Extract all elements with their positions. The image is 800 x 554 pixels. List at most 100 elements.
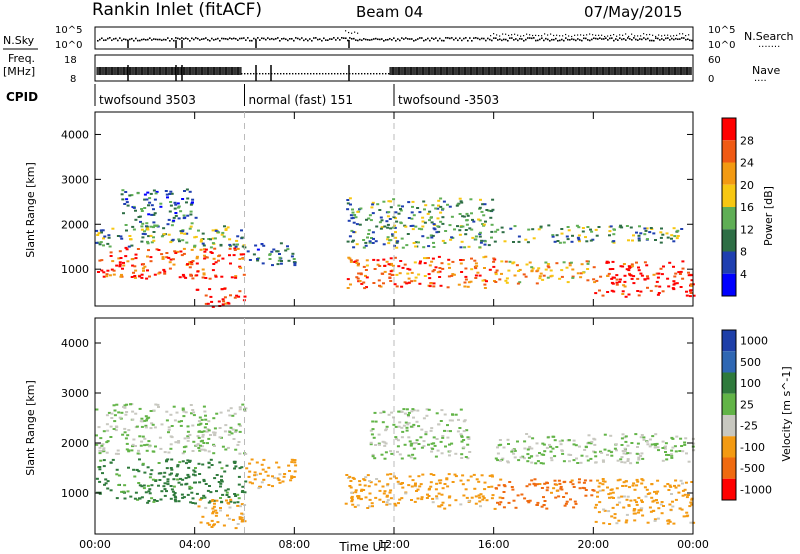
range-gate-cell: [136, 192, 140, 195]
range-gate-cell: [172, 219, 176, 222]
range-gate-cell: [660, 227, 663, 230]
range-gate-cell: [180, 493, 184, 496]
range-gate-cell: [371, 428, 375, 431]
range-gate-cell: [210, 526, 214, 528]
range-gate-cell: [418, 262, 422, 265]
range-gate-cell: [668, 503, 672, 506]
range-gate-cell: [433, 444, 437, 447]
range-gate-cell: [681, 489, 685, 492]
range-gate-cell: [191, 198, 195, 201]
x-axis-label: Time UT: [338, 540, 389, 554]
range-gate-cell: [483, 243, 487, 246]
range-gate-cell: [268, 253, 272, 256]
range-gate-cell: [397, 425, 401, 428]
nsearch-point: [345, 30, 347, 32]
range-gate-cell: [656, 293, 660, 296]
range-gate-cell: [590, 494, 594, 497]
range-gate-cell: [97, 426, 101, 429]
range-gate-cell: [180, 420, 183, 423]
range-gate-cell: [629, 274, 633, 277]
range-gate-cell: [239, 266, 243, 269]
range-gate-cell: [236, 504, 240, 507]
range-gate-cell: [502, 484, 506, 487]
range-gate-cell: [399, 483, 403, 485]
range-gate-cell: [99, 437, 103, 440]
range-gate-cell: [143, 471, 147, 474]
range-gate-cell: [204, 294, 208, 297]
range-gate-cell: [202, 430, 206, 433]
range-gate-cell: [237, 483, 241, 486]
range-gate-cell: [386, 473, 390, 476]
range-gate-cell: [292, 459, 296, 462]
range-gate-cell: [553, 479, 557, 482]
range-gate-cell: [404, 421, 408, 424]
range-gate-cell: [250, 458, 254, 461]
range-gate-cell: [535, 504, 539, 506]
range-gate-cell: [526, 460, 530, 463]
range-gate-cell: [351, 208, 354, 211]
range-gate-cell: [207, 461, 211, 464]
range-gate-cell: [197, 420, 201, 423]
range-gate-cell: [630, 277, 634, 280]
range-gate-cell: [161, 257, 165, 260]
nsky-point: [507, 39, 509, 42]
range-gate-cell: [399, 222, 403, 225]
range-gate-cell: [560, 269, 564, 272]
nsky-point: [631, 39, 633, 41]
range-gate-cell: [185, 201, 188, 204]
range-gate-cell: [450, 236, 454, 239]
range-gate-cell: [165, 256, 169, 259]
range-gate-cell: [620, 437, 624, 440]
range-gate-cell: [396, 445, 400, 448]
range-gate-cell: [465, 212, 469, 215]
nsky-point: [341, 37, 343, 39]
range-gate-cell: [195, 274, 199, 277]
range-gate-cell: [169, 443, 173, 446]
range-gate-cell: [590, 440, 594, 443]
range-gate-cell: [664, 451, 667, 453]
range-gate-cell: [141, 435, 145, 438]
range-gate-cell: [624, 480, 628, 483]
range-gate-cell: [655, 501, 659, 504]
range-gate-cell: [134, 269, 138, 272]
range-gate-cell: [219, 243, 223, 246]
range-gate-cell: [472, 473, 476, 476]
range-gate-cell: [584, 494, 588, 497]
nsky-point: [171, 38, 173, 40]
nsky-point: [489, 38, 491, 41]
range-gate-cell: [213, 434, 217, 437]
range-gate-cell: [681, 267, 685, 270]
range-gate-cell: [607, 510, 611, 513]
nsearch-point: [505, 33, 507, 35]
range-gate-cell: [579, 272, 583, 275]
range-gate-cell: [182, 217, 186, 220]
range-gate-cell: [645, 488, 649, 491]
range-gate-cell: [441, 222, 445, 225]
range-gate-cell: [143, 419, 147, 422]
nave-point: [316, 73, 318, 75]
range-gate-cell: [598, 289, 601, 292]
range-gate-cell: [254, 244, 258, 247]
range-gate-cell: [623, 274, 627, 277]
nsky-point: [317, 38, 319, 41]
nsky-point: [409, 38, 411, 40]
range-gate-cell: [671, 446, 675, 449]
range-gate-cell: [437, 423, 441, 426]
range-gate-cell: [490, 485, 494, 488]
range-gate-cell: [464, 229, 468, 231]
range-gate-cell: [367, 485, 371, 488]
range-gate-cell: [387, 200, 391, 203]
range-gate-cell: [592, 450, 596, 453]
range-gate-cell: [394, 504, 398, 507]
range-gate-cell: [292, 261, 296, 264]
range-gate-cell: [689, 292, 693, 294]
range-gate-cell: [566, 238, 570, 241]
power-data: [95, 188, 696, 308]
range-gate-cell: [371, 453, 375, 456]
range-gate-cell: [125, 229, 128, 232]
colorbar-tick-label: -500: [740, 462, 765, 475]
range-gate-cell: [406, 414, 410, 416]
range-gate-cell: [467, 500, 471, 503]
range-gate-cell: [213, 431, 217, 434]
nsky-point: [229, 37, 231, 39]
